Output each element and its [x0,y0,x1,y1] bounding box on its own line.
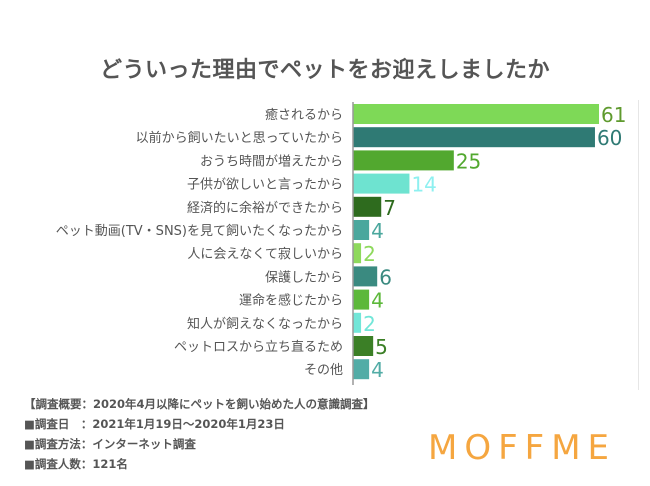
bar [353,289,370,310]
bar [353,104,599,124]
value-label: 4 [371,219,384,243]
category-label: その他 [304,363,343,378]
value-label: 5 [375,335,388,359]
value-label: 4 [371,358,384,382]
value-label: 14 [411,173,436,197]
category-label: ペット動画(TV・SNS)を見て飼いたくなったから [56,224,343,239]
category-label: 経済的に余裕ができたから [187,200,343,216]
bar [353,336,374,356]
bar [353,312,362,333]
value-label: 25 [456,149,481,173]
bar [353,150,454,171]
value-label: 61 [601,103,626,127]
bar [353,220,370,240]
chart-frame-right-border [638,100,639,390]
value-label: 2 [363,312,376,336]
value-label: 4 [371,289,384,313]
bar [353,266,378,287]
survey-count: ■調査人数：121名 [24,457,128,471]
survey-method: ■調査方法：インターネット調査 [24,437,196,451]
category-label: 人に会えなくて寂しいから [187,246,343,262]
value-label: 7 [383,196,396,220]
category-label: 知人が飼えなくなったから [187,316,343,332]
category-label: 以前から飼いたいと思っていたから [136,130,343,146]
chart-title: どういった理由でペットをお迎えしましたか [99,58,550,83]
survey-overview: 【調査概要：2020年4月以降にペットを飼い始めた人の意識調査】 [24,397,375,411]
bar [353,243,362,264]
bar [353,127,595,148]
category-label: 癒されるから [265,107,343,123]
bar [353,359,370,380]
survey-date: ■調査日 ：2021年1月19日〜2020年1月23日 [24,417,285,431]
moffme-logo: MOFFME [428,428,617,468]
category-label: おうち時間が増えたから [200,154,343,169]
category-label: ペットロスから立ち直るため [174,340,343,355]
bar [353,196,382,217]
value-label: 6 [379,265,392,289]
bar [353,173,410,194]
category-label: 運命を感じたから [239,293,343,309]
survey-notes: 【調査概要：2020年4月以降にペットを飼い始めた人の意識調査】 ■調査日 ：2… [24,394,375,474]
value-label: 2 [363,242,376,266]
value-label: 60 [597,126,622,150]
category-label: 子供が欲しいと言ったから [187,177,343,193]
category-label: 保護したから [265,269,343,285]
